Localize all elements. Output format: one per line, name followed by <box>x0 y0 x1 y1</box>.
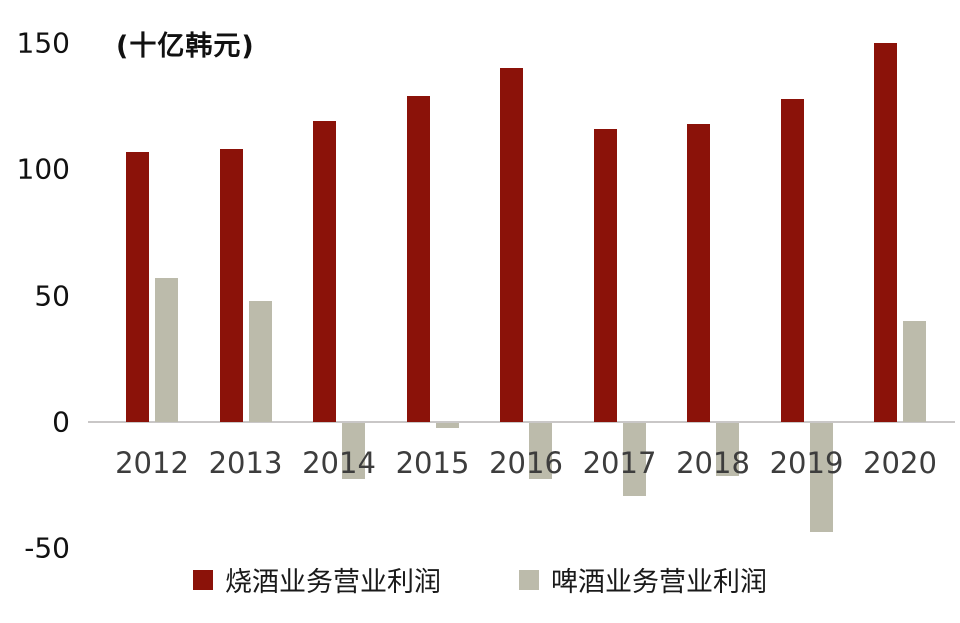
bar-beer-2012 <box>155 277 178 422</box>
zero-axis-line <box>88 421 955 423</box>
bar-soju-2017 <box>593 128 617 422</box>
bar-beer-2020 <box>903 320 926 422</box>
legend-label-soju: 烧酒业务营业利润 <box>225 567 441 598</box>
bar-soju-2015 <box>406 96 430 422</box>
y-tick-label: 50 <box>34 279 70 313</box>
y-tick-label: 0 <box>52 405 70 439</box>
y-axis-unit-label: (十亿韩元) <box>116 31 255 62</box>
x-tick-label: 2013 <box>208 446 283 480</box>
x-tick-label: 2016 <box>489 446 563 480</box>
y-axis: 150 100 50 0 -50 <box>0 0 72 623</box>
x-tick-label: 2014 <box>302 446 376 480</box>
bar-soju-2020 <box>874 42 897 422</box>
bar-beer-2019 <box>809 423 833 532</box>
x-tick-label: 2019 <box>769 446 844 480</box>
legend-swatch-soju <box>193 569 213 590</box>
bar-beer-2018 <box>716 423 739 477</box>
bar-soju-2012 <box>126 151 149 422</box>
legend-item-beer: 啤酒业务营业利润 <box>519 560 767 599</box>
bar-soju-2014 <box>313 121 336 422</box>
bar-soju-2013 <box>219 149 243 422</box>
x-tick-label: 2015 <box>395 446 470 480</box>
legend-label-beer: 啤酒业务营业利润 <box>551 567 767 598</box>
y-tick-label: 150 <box>16 26 70 60</box>
x-tick-label: 2017 <box>582 446 657 480</box>
bar-soju-2019 <box>780 98 804 422</box>
legend-item-soju: 烧酒业务营业利润 <box>193 560 441 599</box>
bar-beer-2016 <box>529 423 552 479</box>
bar-soju-2018 <box>687 123 710 422</box>
x-tick-label: 2012 <box>115 446 189 480</box>
x-tick-label: 2018 <box>676 446 750 480</box>
legend: 烧酒业务营业利润 啤酒业务营业利润 <box>0 560 960 599</box>
y-tick-label: -50 <box>24 531 70 565</box>
y-tick-label: 100 <box>16 152 70 186</box>
bar-beer-2013 <box>248 300 272 422</box>
bar-beer-2017 <box>622 423 646 497</box>
legend-swatch-beer <box>519 569 539 590</box>
bar-soju-2016 <box>500 68 523 422</box>
bar-beer-2014 <box>342 423 365 479</box>
x-tick-label: 2020 <box>863 446 937 480</box>
bar-beer-2015 <box>435 423 459 429</box>
